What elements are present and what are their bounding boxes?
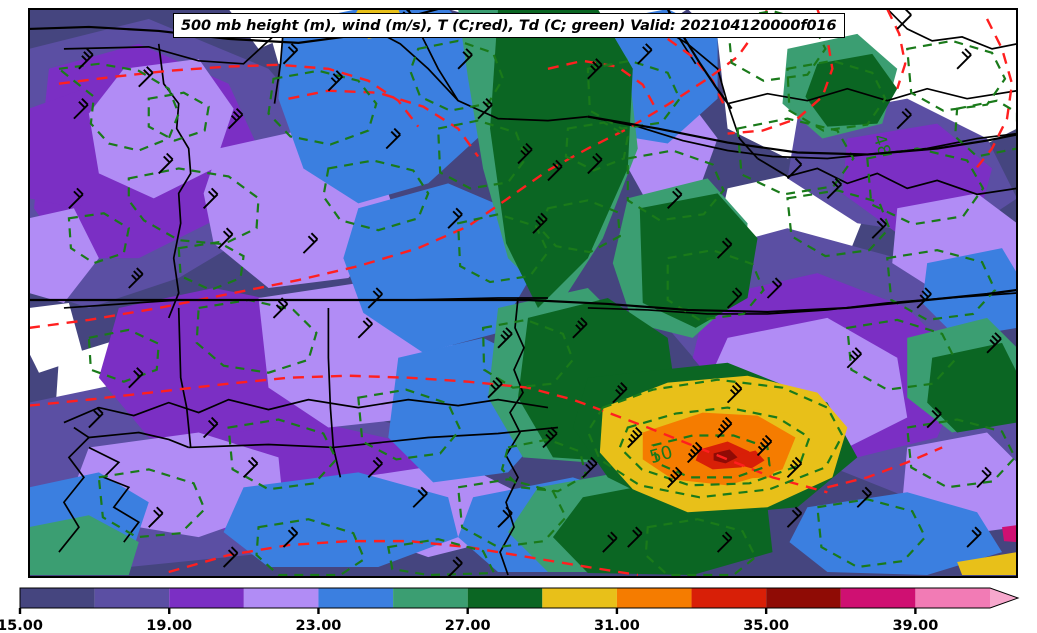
colorbar-tick-label: 27.00 bbox=[445, 618, 491, 633]
colorbar-tick-label: 15.00 bbox=[0, 618, 43, 633]
colorbar-segment bbox=[616, 588, 692, 608]
map-plot-area: .hgt{fill:none;stroke:#000;stroke-width:… bbox=[28, 8, 1018, 578]
colorbar-canvas: 15.00 19.00 23.00 27.00 31.00 35.00 39.00 bbox=[0, 587, 1020, 633]
colorbar-segment bbox=[766, 588, 841, 608]
colorbar-segment bbox=[94, 588, 170, 608]
map-canvas: .hgt{fill:none;stroke:#000;stroke-width:… bbox=[29, 9, 1017, 577]
colorbar-segment bbox=[318, 588, 394, 608]
colorbar-segment bbox=[393, 588, 468, 608]
colorbar: 15.00 19.00 23.00 27.00 31.00 35.00 39.00 bbox=[0, 583, 1037, 633]
colorbar-extend-arrow bbox=[990, 588, 1018, 608]
colorbar-segment bbox=[467, 588, 543, 608]
chart-title-box: 500 mb height (m), wind (m/s), T (C;red)… bbox=[173, 13, 845, 38]
colorbar-segments bbox=[19, 587, 1020, 609]
colorbar-tick-label: 23.00 bbox=[296, 618, 342, 633]
colorbar-segment bbox=[20, 588, 95, 608]
colorbar-segment bbox=[169, 588, 244, 608]
colorbar-tick-label: 35.00 bbox=[743, 618, 789, 633]
colorbar-tick-label: 31.00 bbox=[594, 618, 640, 633]
colorbar-segment bbox=[691, 588, 767, 608]
wind-barb-layer bbox=[68, 9, 1002, 577]
colorbar-segment bbox=[840, 588, 916, 608]
colorbar-segment bbox=[915, 588, 990, 608]
colorbar-segment bbox=[243, 588, 319, 608]
colorbar-outline bbox=[19, 587, 1020, 609]
colorbar-tick-label: 39.00 bbox=[892, 618, 938, 633]
colorbar-segment bbox=[542, 588, 617, 608]
colorbar-tick-label: 19.00 bbox=[146, 618, 192, 633]
chart-title-text: 500 mb height (m), wind (m/s), T (C;red)… bbox=[181, 17, 837, 34]
colorbar-ticks: 15.00 19.00 23.00 27.00 31.00 35.00 39.00 bbox=[0, 608, 938, 633]
